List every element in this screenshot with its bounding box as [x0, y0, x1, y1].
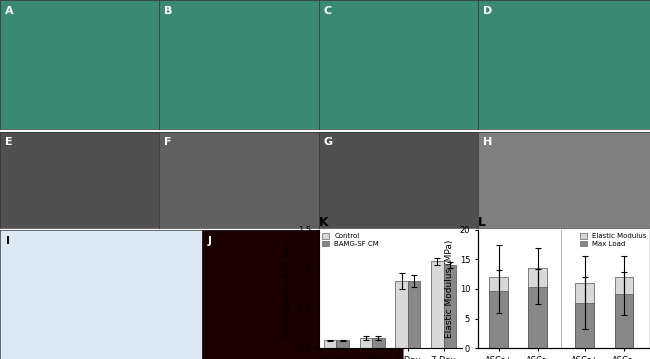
Bar	[324, 340, 337, 348]
Bar	[575, 303, 594, 348]
Text: B: B	[164, 6, 172, 17]
Bar	[614, 277, 633, 348]
Bar	[372, 338, 385, 348]
Bar	[359, 338, 372, 348]
Bar	[575, 283, 594, 348]
Bar	[528, 286, 547, 348]
Bar	[528, 268, 547, 348]
Legend: Elastic Modulus, Max Load: Elastic Modulus, Max Load	[580, 233, 647, 247]
Bar	[431, 261, 443, 348]
Bar	[614, 294, 633, 348]
Text: C: C	[323, 6, 332, 17]
Text: I: I	[6, 236, 10, 246]
Text: J: J	[207, 236, 211, 246]
Legend: Control, BAMG-SF CM: Control, BAMG-SF CM	[322, 233, 379, 247]
Text: E: E	[5, 136, 12, 146]
Text: F: F	[164, 136, 172, 146]
Y-axis label: Elastic Modulus (MPa): Elastic Modulus (MPa)	[445, 240, 454, 338]
Bar	[443, 265, 456, 348]
Y-axis label: Absorbance (450 nm): Absorbance (450 nm)	[283, 240, 292, 338]
Text: K: K	[318, 216, 328, 229]
Bar	[395, 281, 408, 348]
Bar	[489, 292, 508, 348]
Bar	[337, 340, 349, 348]
Text: D: D	[483, 6, 492, 17]
Bar	[489, 277, 508, 348]
Text: G: G	[323, 136, 332, 146]
Bar	[408, 281, 421, 348]
Text: A: A	[5, 6, 14, 17]
Text: L: L	[478, 216, 486, 229]
Text: H: H	[483, 136, 492, 146]
